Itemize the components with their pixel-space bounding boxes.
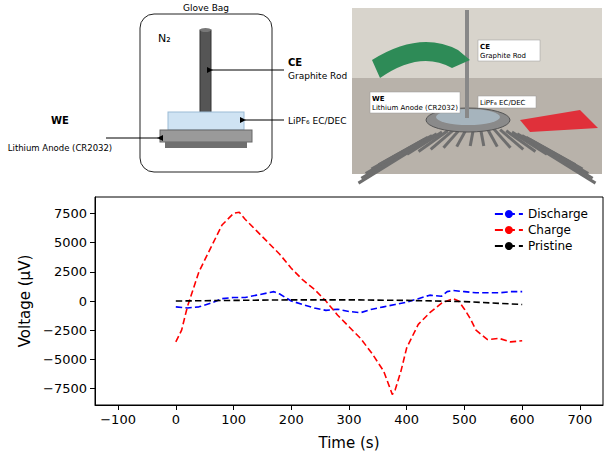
svg-text:WE: WE [372,95,385,103]
svg-text:Graphite Rod: Graphite Rod [480,52,526,60]
svg-text:300: 300 [337,412,362,427]
svg-text:700: 700 [567,412,592,427]
svg-text:0: 0 [79,294,87,309]
svg-text:−5000: −5000 [43,352,87,367]
svg-text:Discharge: Discharge [528,207,588,221]
svg-text:Time (s): Time (s) [318,434,380,452]
svg-text:−7500: −7500 [43,381,87,396]
svg-text:−100: −100 [100,412,136,427]
svg-text:N₂: N₂ [158,32,171,45]
svg-text:Lithium Anode (CR2032): Lithium Anode (CR2032) [372,104,458,112]
svg-text:0: 0 [172,412,180,427]
svg-text:600: 600 [510,412,535,427]
svg-text:LiPF₆ EC/DEC: LiPF₆ EC/DEC [288,116,347,126]
svg-text:Graphite Rod: Graphite Rod [288,71,347,81]
svg-text:2500: 2500 [54,264,87,279]
svg-text:5000: 5000 [54,235,87,250]
svg-text:Pristine: Pristine [528,239,573,253]
svg-text:400: 400 [394,412,419,427]
svg-text:WE: WE [51,115,69,126]
svg-text:CE: CE [480,43,490,51]
svg-text:−2500: −2500 [43,323,87,338]
svg-text:500: 500 [452,412,477,427]
svg-text:Charge: Charge [528,223,571,237]
svg-text:Lithium Anode (CR2032): Lithium Anode (CR2032) [8,143,112,153]
svg-text:200: 200 [279,412,304,427]
svg-text:Glove Bag: Glove Bag [183,3,229,13]
svg-text:100: 100 [221,412,246,427]
svg-text:LiPF₆ EC/DEC: LiPF₆ EC/DEC [480,99,526,107]
svg-text:Voltage (µV): Voltage (µV) [16,255,34,348]
svg-text:CE: CE [288,57,302,68]
svg-text:7500: 7500 [54,206,87,221]
